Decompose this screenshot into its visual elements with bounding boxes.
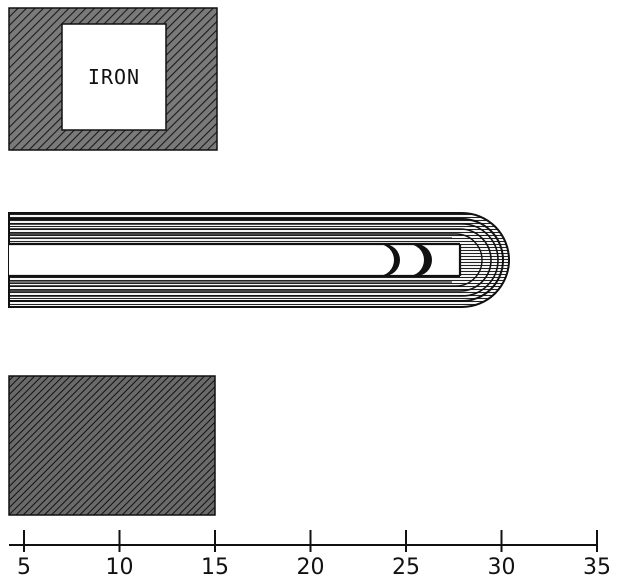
scale-axis: 5 10 15 20 25 30 35 [9, 530, 611, 577]
hairpin-layer-1 [9, 218, 504, 302]
scale-tick-label: 20 [297, 555, 325, 577]
hairpin-layer-4 [9, 233, 483, 287]
scale-tick-label: 35 [583, 555, 611, 577]
lower-iron-hatched-region [8, 375, 216, 516]
hairpin-layer-3 [9, 228, 492, 292]
hairpin-inner-slot-outline [9, 242, 462, 278]
scale-tick-label: 25 [392, 555, 420, 577]
lower-iron-block [8, 375, 216, 516]
iron-window [61, 23, 167, 131]
scale-tick-label: 5 [17, 555, 31, 577]
hairpin-coil [8, 212, 510, 308]
scale-tick-label: 30 [488, 555, 516, 577]
scale-tick-label: 10 [106, 555, 134, 577]
hairpin-inner-slot [9, 244, 460, 276]
upper-iron-block: IRON [8, 7, 218, 151]
inner-winding-crescent-1 [378, 244, 400, 276]
iron-label: IRON [88, 65, 140, 89]
hairpin-layer-2 [9, 223, 499, 297]
scale-tick-label: 15 [201, 555, 229, 577]
inner-winding-crescent-2 [408, 244, 432, 276]
